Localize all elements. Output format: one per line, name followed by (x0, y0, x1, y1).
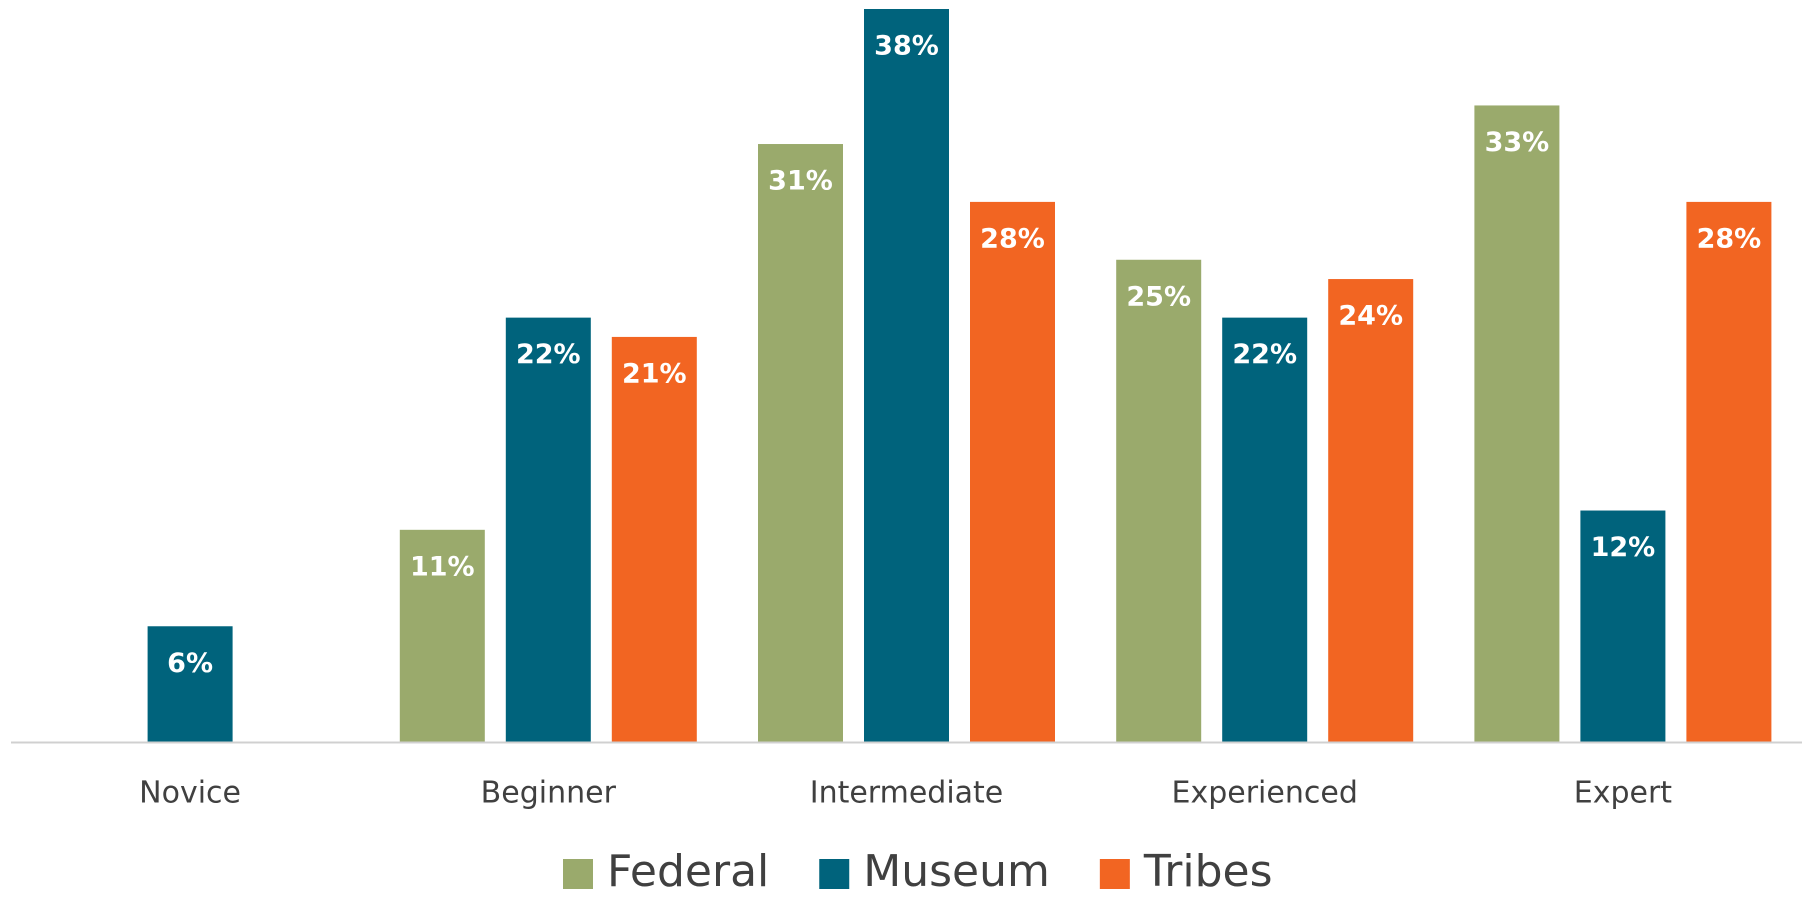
bar (147, 626, 233, 742)
bar (864, 9, 949, 742)
bar (505, 317, 591, 742)
x-tick-label: Intermediate (810, 776, 1004, 811)
bar (1474, 105, 1560, 742)
value-label: 22% (1232, 339, 1297, 370)
x-tick-label: Beginner (481, 776, 617, 811)
x-tick-label: Expert (1574, 776, 1673, 811)
bar (1328, 279, 1414, 742)
legend-label: Federal (607, 846, 769, 897)
legend-label: Tribes (1143, 846, 1273, 897)
value-label: 21% (622, 358, 687, 389)
value-label: 28% (1697, 223, 1762, 254)
value-label: 12% (1591, 532, 1656, 563)
bar (399, 529, 485, 742)
x-tick-label: Novice (139, 776, 241, 811)
bar (1116, 259, 1202, 742)
value-label: 38% (874, 31, 939, 62)
value-label: 6% (167, 648, 213, 679)
x-tick-label: Experienced (1172, 776, 1358, 811)
bar (970, 201, 1055, 743)
value-label: 11% (410, 551, 475, 582)
legend-swatch (819, 859, 850, 889)
value-label: 25% (1126, 281, 1191, 312)
value-label: 22% (516, 339, 581, 370)
legend-swatch (563, 859, 593, 889)
bar (611, 336, 697, 742)
bar (1222, 317, 1308, 742)
value-label: 28% (980, 223, 1045, 254)
legend-swatch (1099, 859, 1130, 889)
value-label: 31% (768, 166, 833, 197)
bar (1686, 201, 1772, 743)
bar (1580, 510, 1666, 742)
bar (758, 144, 843, 743)
legend-label: Museum (863, 846, 1050, 897)
value-label: 24% (1338, 301, 1403, 332)
value-label: 33% (1485, 127, 1550, 158)
